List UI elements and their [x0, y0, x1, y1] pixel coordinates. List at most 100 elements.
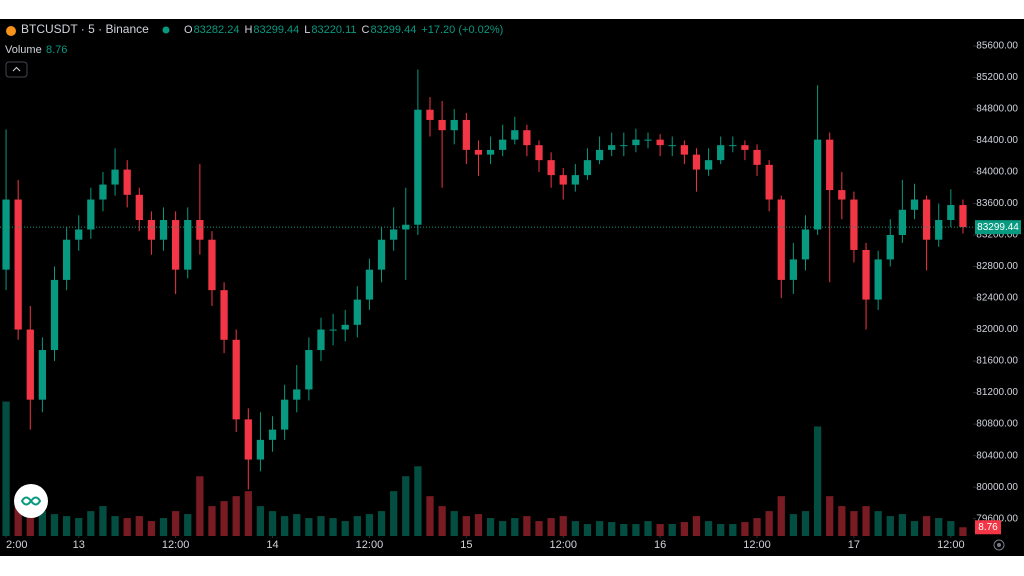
- candle-body: [838, 190, 846, 200]
- candle-body: [281, 399, 289, 430]
- candle-body: [184, 220, 192, 270]
- candle-body: [608, 145, 616, 150]
- candle-body: [595, 149, 604, 161]
- volume-bar: [717, 524, 725, 536]
- candle-body: [62, 239, 71, 280]
- volume-bar: [862, 506, 870, 536]
- volume-bar: [462, 516, 470, 536]
- candle-body: [135, 194, 143, 221]
- volume-tag: [975, 520, 1001, 535]
- volume-bar: [935, 518, 943, 536]
- candle-body: [947, 205, 955, 221]
- candle-body: [365, 269, 374, 300]
- volume-bar: [959, 527, 967, 536]
- y-tick-label: 81600.00: [976, 356, 1018, 367]
- candle-body: [268, 429, 277, 440]
- candle-body: [353, 299, 361, 325]
- volume-bar: [535, 521, 543, 536]
- candle-body: [499, 139, 507, 150]
- volume-bar: [135, 516, 143, 536]
- volume-bar: [729, 524, 737, 536]
- candle-body: [680, 145, 688, 155]
- volume-bar: [620, 524, 628, 536]
- volume-bar: [826, 496, 834, 536]
- y-tick-label: 79600.00: [976, 513, 1018, 524]
- volume-bar: [14, 496, 22, 536]
- candle-body: [474, 149, 483, 155]
- volume-bar: [583, 524, 592, 536]
- candle-body: [559, 175, 567, 185]
- volume-bar: [777, 496, 785, 536]
- candle-body: [147, 220, 156, 240]
- candle-body: [692, 154, 701, 170]
- candle-body: [220, 290, 228, 340]
- y-tick-label: 82800.00: [976, 261, 1018, 272]
- legend-label: C: [362, 24, 370, 36]
- volume-bar: [704, 521, 713, 536]
- volume-bar: [2, 401, 10, 536]
- collapse-button[interactable]: [5, 61, 28, 78]
- candle-body: [656, 139, 664, 146]
- volume-bar: [559, 516, 567, 536]
- x-tick-label: 15: [460, 539, 472, 551]
- y-tick-label: 80800.00: [976, 419, 1018, 430]
- volume-bar: [402, 476, 410, 536]
- settings-button[interactable]: [993, 539, 1005, 551]
- candle-body: [377, 239, 386, 270]
- candle-body: [813, 139, 822, 230]
- volume-bar: [123, 518, 131, 536]
- candle-body: [571, 175, 579, 185]
- volume-bar: [196, 476, 204, 536]
- volume-bar: [474, 514, 483, 536]
- candle-body: [741, 145, 749, 150]
- candle-body: [293, 389, 301, 400]
- volume-bar: [801, 511, 810, 536]
- volume-bar: [390, 491, 398, 536]
- x-tick-label: 12:00: [743, 539, 771, 551]
- candle-body: [765, 164, 773, 200]
- logo-icon: [20, 496, 42, 506]
- candle-body: [620, 145, 628, 147]
- candle-body: [244, 419, 252, 460]
- candle-body: [874, 259, 882, 300]
- candle-body: [898, 209, 907, 235]
- last-price-tag: [975, 220, 1021, 235]
- legend-value: 83299.44: [253, 24, 299, 36]
- x-tick-label: 16: [654, 539, 666, 551]
- candle-body: [486, 149, 495, 155]
- candle-body: [232, 339, 240, 420]
- candle-body: [99, 184, 107, 200]
- volume-bar: [668, 524, 676, 536]
- volume-bar: [874, 511, 882, 536]
- volume-bar: [511, 518, 519, 536]
- symbol-title[interactable]: BTCUSDT · 5 · Binance: [21, 22, 149, 36]
- y-tick-label: 84000.00: [976, 167, 1018, 178]
- volume-bar: [922, 516, 931, 536]
- volume-bar: [450, 511, 458, 536]
- candle-body: [329, 329, 337, 331]
- legend-label: H: [244, 24, 252, 36]
- candle-body: [729, 145, 737, 147]
- candle-body: [935, 220, 943, 240]
- volume-bar: [26, 501, 34, 536]
- volume-bar: [838, 506, 846, 536]
- candle-body: [789, 259, 798, 280]
- x-tick-label: 12:00: [549, 539, 577, 551]
- legend-value: 83220.11: [311, 24, 356, 36]
- candle-body: [850, 199, 858, 250]
- plot: [0, 45, 976, 538]
- collapse-icon: [12, 66, 21, 72]
- candle-body: [305, 350, 313, 390]
- y-tick-label: 82400.00: [976, 293, 1018, 304]
- volume-bar: [305, 518, 313, 536]
- legend-change: +17.20 (+0.02%): [421, 24, 503, 36]
- volume-bar: [38, 511, 47, 536]
- volume-bar: [293, 514, 301, 536]
- volume-bar: [499, 521, 507, 536]
- candle-body: [886, 234, 894, 260]
- y-tick-label: 84400.00: [976, 135, 1018, 146]
- candle-body: [959, 205, 967, 228]
- candle-body: [910, 199, 919, 210]
- volume-bar: [765, 511, 773, 536]
- volume-bar: [789, 514, 798, 536]
